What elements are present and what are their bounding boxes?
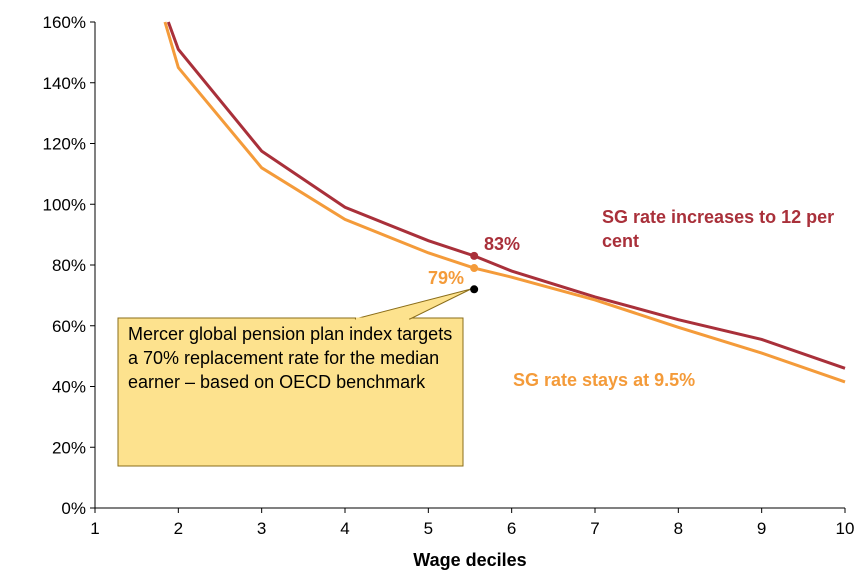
x-tick-label: 6	[507, 519, 516, 538]
value-label: 79%	[428, 268, 465, 288]
series-label: SG rate stays at 9.5%	[513, 370, 696, 390]
x-tick-label: 8	[674, 519, 683, 538]
y-tick-label: 160%	[43, 13, 86, 32]
y-tick-label: 80%	[52, 256, 86, 275]
x-tick-label: 7	[590, 519, 599, 538]
x-tick-label: 3	[257, 519, 266, 538]
series-line	[166, 21, 846, 370]
series-marker	[470, 264, 479, 273]
series-marker	[470, 251, 479, 260]
x-tick-label: 4	[340, 519, 349, 538]
y-tick-label: 60%	[52, 317, 86, 336]
x-tick-label: 5	[424, 519, 433, 538]
y-tick-label: 120%	[43, 135, 86, 154]
x-tick-label: 9	[757, 519, 766, 538]
x-tick-label: 10	[836, 519, 855, 538]
series-label: SG rate increases to 12 per cent	[602, 207, 835, 251]
y-tick-label: 0%	[61, 499, 86, 518]
y-tick-label: 100%	[43, 195, 86, 214]
x-tick-label: 1	[90, 519, 99, 538]
callout-text: Mercer global pension plan index targets…	[128, 324, 453, 392]
value-label: 83%	[484, 234, 521, 254]
y-tick-label: 40%	[52, 378, 86, 397]
y-tick-label: 140%	[43, 74, 86, 93]
callout-box	[117, 317, 464, 467]
x-tick-label: 2	[174, 519, 183, 538]
callout-pointer	[354, 288, 472, 320]
y-tick-label: 20%	[52, 438, 86, 457]
target-point	[470, 285, 479, 294]
x-axis-label: Wage deciles	[413, 550, 526, 570]
